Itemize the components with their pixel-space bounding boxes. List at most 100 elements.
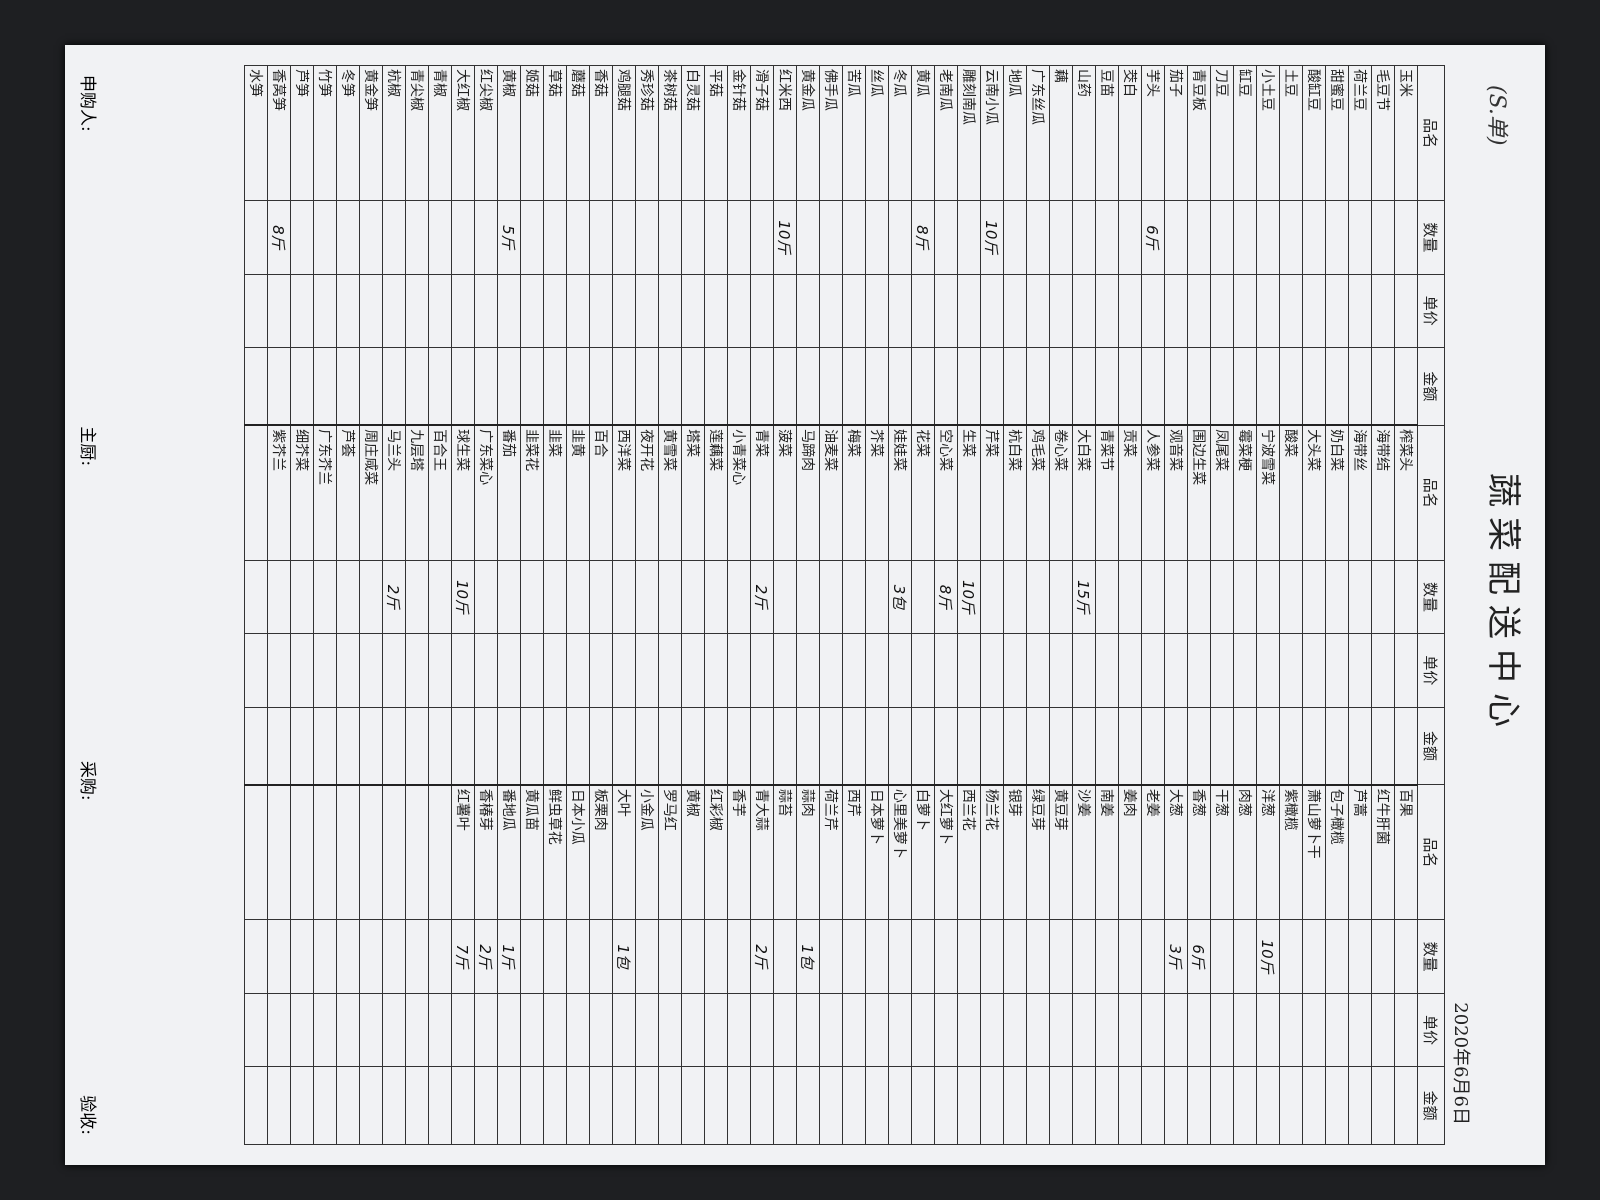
unit-price (980, 993, 1004, 1067)
amount (888, 707, 912, 785)
unit-price (888, 274, 912, 348)
amount (1394, 1066, 1418, 1145)
item-name (359, 784, 383, 920)
quantity (1394, 560, 1418, 634)
item-name: 洋葱 (1256, 784, 1280, 920)
item-name: 黄瓜 (911, 65, 935, 201)
amount (658, 1066, 682, 1145)
quantity (1302, 919, 1326, 994)
table-row: 红米西 10斤 菠菜 蒜苔 (773, 65, 797, 1145)
unit-price (842, 993, 866, 1067)
unit-price (819, 633, 843, 708)
unit-price (497, 633, 521, 708)
quantity: 8斤 (911, 200, 935, 275)
unit-price (773, 633, 797, 708)
table-row: 大红椒 球生菜 10斤 红薯叶 7斤 (451, 65, 475, 1145)
quantity (957, 919, 981, 994)
amount (1371, 347, 1395, 426)
item-name: 马蹄肉 (796, 425, 820, 561)
amount (750, 1066, 774, 1145)
item-name: 芦荟 (336, 425, 360, 561)
unit-price (1187, 993, 1211, 1067)
unit-price (1233, 633, 1257, 708)
item-name: 娃娃菜 (888, 425, 912, 561)
unit-price (681, 274, 705, 348)
unit-price (1325, 274, 1349, 348)
table-row: 黄椒 5斤 番茄 番地瓜 1斤 (497, 65, 521, 1145)
unit-price (957, 633, 981, 708)
quantity (1164, 560, 1188, 634)
amount (1256, 347, 1280, 426)
column-header: 数量 (1417, 200, 1445, 275)
item-name (382, 784, 406, 920)
item-name: 水笋 (244, 65, 268, 201)
unit-price (1003, 633, 1027, 708)
amount (819, 707, 843, 785)
unit-price (1325, 633, 1349, 708)
unit-price (888, 993, 912, 1067)
quantity (796, 200, 820, 275)
amount (543, 347, 567, 426)
amount (704, 707, 728, 785)
unit-price (796, 993, 820, 1067)
amount (451, 707, 475, 785)
item-name: 韭菜 (543, 425, 567, 561)
quantity (1256, 560, 1280, 634)
amount (1187, 1066, 1211, 1145)
quantity (865, 919, 889, 994)
table-row: 酸缸豆 大头菜 萧山萝卜干 (1302, 65, 1326, 1145)
unit-price (1302, 993, 1326, 1067)
unit-price (589, 274, 613, 348)
amount (1325, 1066, 1349, 1145)
unit-price (1095, 993, 1119, 1067)
item-name: 萧山萝卜干 (1302, 784, 1326, 920)
amount (842, 347, 866, 426)
unit-price (796, 274, 820, 348)
item-name: 冬瓜 (888, 65, 912, 201)
item-name: 酸缸豆 (1302, 65, 1326, 201)
item-name: 大葱 (1164, 784, 1188, 920)
quantity (911, 560, 935, 634)
item-name: 大叶 (612, 784, 636, 920)
unit-price (1141, 633, 1165, 708)
amount (1302, 347, 1326, 426)
amount (1233, 1066, 1257, 1145)
unit-price (1394, 993, 1418, 1067)
quantity (336, 560, 360, 634)
amount (727, 1066, 751, 1145)
unit-price (520, 993, 544, 1067)
amount (957, 1066, 981, 1145)
unit-price (1348, 633, 1372, 708)
quantity (1118, 919, 1142, 994)
column-header: 金额 (1417, 1066, 1445, 1145)
quantity: 6斤 (1187, 919, 1211, 994)
item-name: 球生菜 (451, 425, 475, 561)
amount (1026, 707, 1050, 785)
amount (681, 347, 705, 426)
quantity: 3斤 (1164, 919, 1188, 994)
quantity (1325, 919, 1349, 994)
amount (244, 1066, 268, 1145)
table-row: 冬瓜 娃娃菜 3包 心里美萝卜 (888, 65, 912, 1145)
amount (1210, 347, 1234, 426)
quantity (428, 560, 452, 634)
quantity (819, 200, 843, 275)
amount (428, 707, 452, 785)
table-row: 鸡腿菇 西洋菜 大叶 1包 (612, 65, 636, 1145)
unit-price (474, 993, 498, 1067)
amount (1279, 1066, 1303, 1145)
amount (727, 707, 751, 785)
table-row: 山药 大白菜 15斤 沙姜 (1072, 65, 1096, 1145)
table-row: 红尖椒 广东菜心 香椿芽 2斤 (474, 65, 498, 1145)
item-name: 塔菜 (681, 425, 705, 561)
unit-price (1279, 633, 1303, 708)
amount (267, 707, 291, 785)
amount (681, 707, 705, 785)
amount (750, 347, 774, 426)
item-name: 黄椒 (681, 784, 705, 920)
unit-price (1026, 274, 1050, 348)
item-name: 姬菇 (520, 65, 544, 201)
item-name: 荷兰豆 (1348, 65, 1372, 201)
amount (1279, 707, 1303, 785)
unit-price (681, 633, 705, 708)
